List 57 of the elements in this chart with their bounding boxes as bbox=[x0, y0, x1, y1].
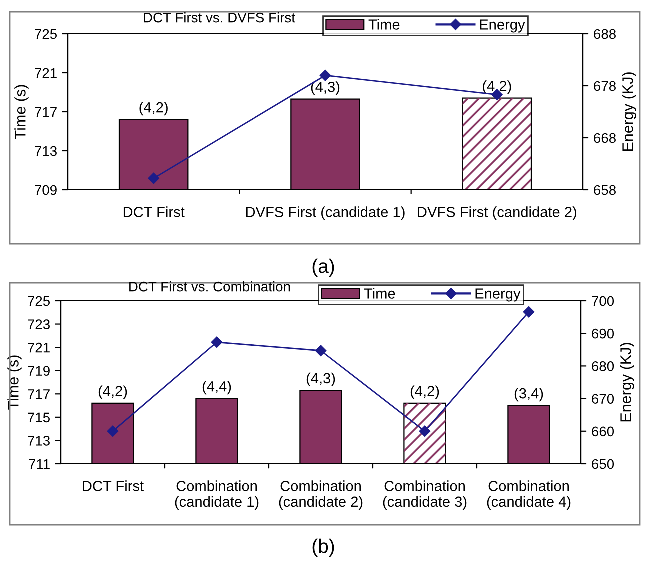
x-tick-label: DVFS First (candidate 2) bbox=[418, 206, 576, 220]
annotation: (4,2) bbox=[98, 386, 128, 400]
y-tick-label: 721 bbox=[28, 342, 50, 353]
y-tick-label: 713 bbox=[28, 436, 50, 446]
x-tick-label: DVFS First (candidate 1) bbox=[246, 206, 405, 220]
y2-tick-label: 670 bbox=[592, 394, 614, 404]
y-tick-label: 725 bbox=[28, 296, 50, 306]
annotation: (4,2) bbox=[410, 386, 440, 400]
y2-tick-label: 668 bbox=[594, 133, 616, 144]
legend-label: Time bbox=[368, 19, 400, 30]
y2-tick-label: 658 bbox=[594, 185, 616, 196]
y2-tick-label: 700 bbox=[592, 296, 614, 306]
y2-axis-title: Energy (KJ) bbox=[622, 72, 636, 152]
y2-tick-label: 650 bbox=[592, 459, 614, 470]
annotation: (3,4) bbox=[514, 388, 544, 402]
point bbox=[419, 426, 431, 438]
y2-tick-label: 680 bbox=[592, 362, 614, 372]
annotation: (4,3) bbox=[306, 372, 336, 386]
legend-label: Energy bbox=[480, 20, 526, 33]
y2-tick-label: 660 bbox=[592, 426, 614, 437]
text: (b) bbox=[312, 538, 334, 558]
point bbox=[315, 345, 327, 356]
y2-tick-label: 678 bbox=[594, 81, 616, 92]
y2-tick-label: 690 bbox=[592, 328, 614, 339]
y-tick-label: 721 bbox=[35, 68, 57, 78]
point bbox=[107, 426, 119, 438]
y-tick-label: 717 bbox=[35, 107, 57, 118]
x-tick-label: Combination (candidate 1) bbox=[175, 480, 259, 510]
legend-label: Energy bbox=[476, 288, 521, 302]
y2-axis-title: Energy (KJ) bbox=[620, 343, 634, 422]
y-tick-label: 713 bbox=[35, 146, 57, 156]
point bbox=[148, 172, 160, 184]
point bbox=[211, 336, 223, 348]
y-tick-label: 715 bbox=[28, 412, 50, 423]
y-tick-label: 719 bbox=[28, 366, 50, 376]
x-tick-label: DCT First bbox=[124, 206, 185, 218]
y-tick-label: 709 bbox=[35, 185, 57, 196]
x-tick-label: Combination (candidate 2) bbox=[279, 480, 363, 510]
text: (a) bbox=[312, 258, 334, 278]
x-tick-label: DCT First bbox=[83, 480, 144, 492]
y-tick-label: 723 bbox=[28, 320, 50, 330]
y-axis-title: Time (s) bbox=[14, 85, 29, 140]
annotation: (4,3) bbox=[311, 82, 340, 96]
annotation: (4,2) bbox=[140, 102, 168, 116]
y-tick-label: 711 bbox=[29, 459, 50, 470]
annotation: (4,4) bbox=[202, 381, 232, 395]
chart-title: DCT First vs. Combination bbox=[130, 282, 290, 292]
legend-label: Time bbox=[364, 288, 396, 299]
point bbox=[523, 306, 535, 318]
y-axis-title: Time (s) bbox=[8, 356, 22, 410]
y-tick-label: 717 bbox=[28, 390, 50, 400]
point bbox=[320, 70, 332, 82]
y2-tick-label: 688 bbox=[594, 29, 616, 40]
y-tick-label: 725 bbox=[35, 29, 58, 40]
x-tick-label: Combination (candidate 3) bbox=[383, 480, 467, 510]
chart-title: DCT First vs. DVFS First bbox=[144, 12, 296, 23]
x-tick-label: Combination (candidate 4) bbox=[487, 480, 571, 510]
